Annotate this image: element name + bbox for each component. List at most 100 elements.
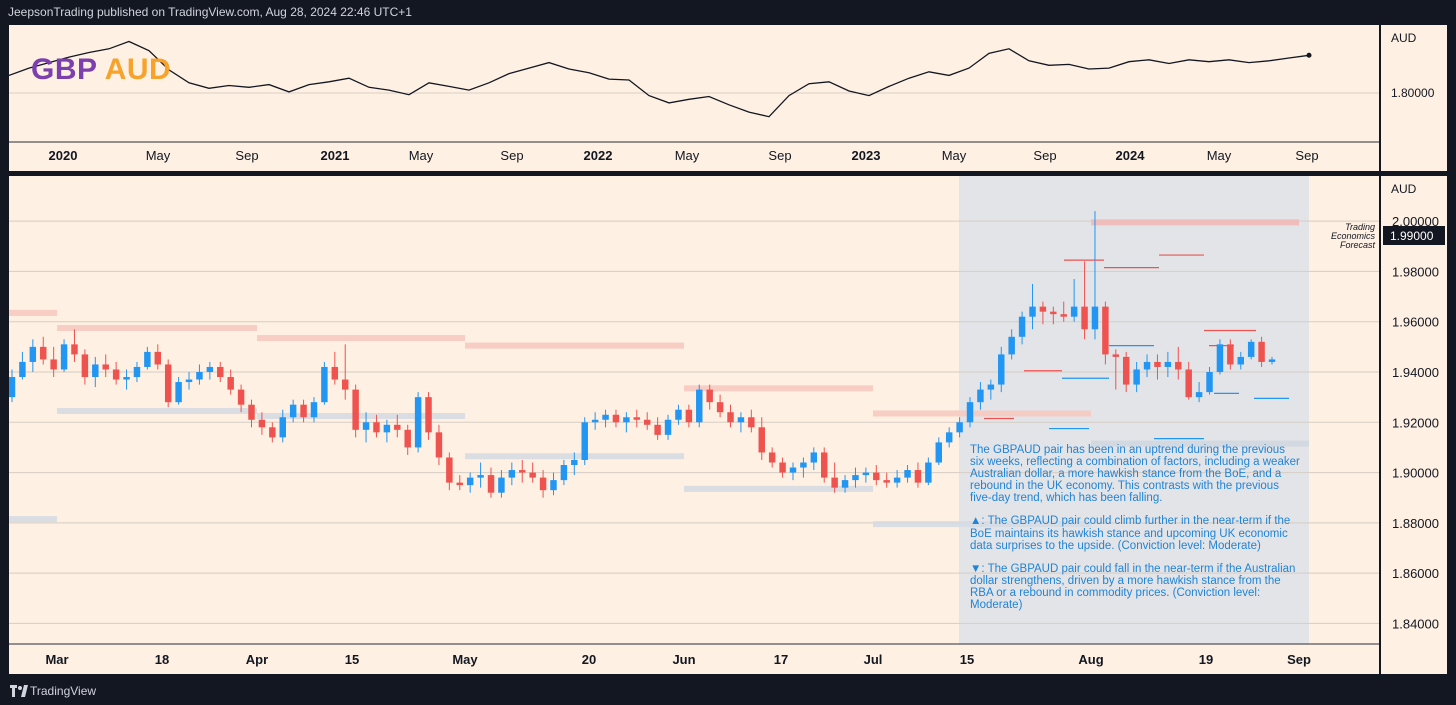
candle-body (185, 379, 193, 383)
price-zone (1091, 440, 1309, 447)
candle-body (862, 472, 870, 476)
forecast-zone (959, 176, 1309, 644)
candle-body (29, 346, 37, 362)
candle-body (1060, 314, 1067, 317)
candle-body (227, 377, 234, 390)
main-price-tick: 1.86000 (1392, 566, 1439, 581)
candle-body (925, 462, 932, 483)
candle-body (144, 351, 151, 367)
candle-body (414, 397, 422, 448)
candle-body (1050, 311, 1057, 315)
candle-body (831, 477, 838, 488)
candle-body (1237, 356, 1244, 365)
main-price-tick: 2.00000 (1392, 214, 1439, 229)
forecast-label-line-2: Economics (1331, 231, 1376, 241)
price-zone (465, 342, 684, 349)
candle-body (1247, 341, 1255, 357)
main-x-label: Mar (45, 652, 68, 667)
main-x-label: Sep (1287, 652, 1311, 667)
main-x-label: Aug (1078, 652, 1103, 667)
top-x-label: 2021 (321, 148, 350, 163)
publish-header: JeepsonTrading published on TradingView.… (0, 0, 1456, 24)
price-zone (9, 516, 57, 523)
price-zone (684, 485, 873, 492)
candle-body (685, 409, 693, 423)
top-x-label: 2022 (584, 148, 613, 163)
candle-body (904, 470, 911, 478)
candle-body (1206, 372, 1213, 393)
top-x-label: 2023 (852, 148, 881, 163)
candle-body (1102, 306, 1109, 355)
candle-body (789, 467, 797, 473)
main-chart-panel[interactable]: Mar 18 Apr 15 May 20 Jun 17 Jul 15 Aug 19 Sep Tradin… (9, 176, 1379, 674)
candle-body (748, 417, 755, 428)
symbol-base: GBP (31, 53, 97, 86)
main-currency-label: AUD (1391, 182, 1417, 196)
candle-body (737, 417, 745, 423)
main-price-ticks: 1.84000 1.86000 1.88000 1.90000 1.92000 1.940… (1383, 214, 1445, 631)
candle-body (71, 344, 78, 355)
top-x-label: Sep (500, 148, 523, 163)
candle-body (477, 475, 484, 478)
candle-body (19, 361, 26, 378)
candle-body (196, 372, 203, 380)
candle-body (373, 422, 380, 433)
top-x-label: May (675, 148, 700, 163)
candle-body (664, 419, 672, 435)
annotation-summary: The GBPAUD pair has been in an uptrend d… (970, 444, 1300, 505)
candle-body (175, 382, 182, 403)
price-zone (873, 410, 1091, 417)
candle-body (60, 344, 68, 370)
candle-body (893, 477, 901, 483)
top-x-label: Sep (1295, 148, 1318, 163)
candle-body (362, 422, 370, 430)
main-x-label: Jun (672, 652, 695, 667)
candle-body (998, 354, 1005, 385)
candle-body (1133, 369, 1140, 385)
candle-body (1258, 341, 1265, 362)
candle-body (435, 432, 443, 458)
price-zone (684, 385, 873, 392)
candle-body (269, 427, 276, 438)
candle-body (1091, 306, 1099, 330)
candlestick-chart[interactable]: Mar 18 Apr 15 May 20 Jun 17 Jul 15 Aug 19 Sep Tradin… (9, 176, 1379, 674)
candle-body (1154, 361, 1161, 367)
candle-body (706, 389, 713, 403)
candle-body (1216, 344, 1224, 372)
main-price-tick: 1.96000 (1392, 315, 1439, 330)
price-zone (257, 413, 465, 419)
price-zone (873, 521, 1091, 528)
candle-body (612, 414, 620, 423)
candle-body (560, 465, 568, 481)
candle-body (987, 384, 995, 390)
candle-body (279, 417, 286, 438)
price-zone (57, 325, 257, 331)
main-price-axis[interactable]: AUD 1.84000 1.86000 1.88000 1.90000 1.92000 1… (1381, 176, 1447, 674)
main-price-tick: 1.94000 (1392, 365, 1439, 380)
top-price-axis[interactable]: AUD 1.80000 (1381, 25, 1447, 171)
candle-body (1070, 306, 1078, 317)
candle-body (758, 427, 765, 453)
candle-body (102, 364, 109, 370)
candle-body (300, 404, 307, 418)
top-chart-panel[interactable]: 2020 May Sep 2021 May Sep 2022 May Sep 2023 May Sep… (9, 25, 1379, 171)
price-zone (57, 407, 257, 414)
candle-body (602, 414, 609, 420)
symbol-title: GBP AUD (31, 53, 171, 87)
candle-body (425, 397, 432, 433)
candle-body (9, 377, 16, 398)
candle-body (341, 379, 349, 390)
top-line-chart[interactable]: 2020 May Sep 2021 May Sep 2022 May Sep 2023 May Sep… (9, 25, 1379, 171)
top-price-tick: 1.80000 (1391, 86, 1435, 100)
candle-body (446, 457, 453, 483)
candle-body (321, 366, 328, 403)
candle-body (529, 472, 536, 478)
candle-body (466, 477, 474, 486)
candle-body (539, 477, 547, 491)
candle-body (456, 482, 463, 486)
candle-body (1008, 336, 1015, 355)
candle-body (112, 369, 120, 380)
footer-brand[interactable]: TradingView (30, 684, 97, 698)
top-x-label: May (942, 148, 967, 163)
top-x-label: Sep (768, 148, 791, 163)
